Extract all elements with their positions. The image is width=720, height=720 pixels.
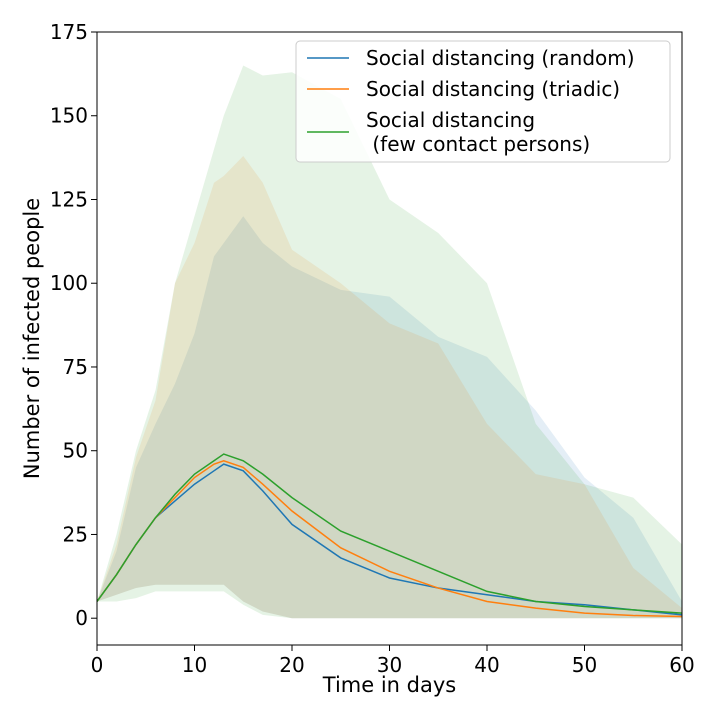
- legend-label-social-distancing-random: Social distancing (random): [366, 46, 635, 70]
- x-tick-label: 40: [474, 653, 499, 677]
- y-axis-label: Number of infected people: [20, 198, 44, 479]
- legend-box: [295, 40, 671, 163]
- x-tick-label: 50: [572, 653, 597, 677]
- x-axis: 0 10 20 30 40 50 60: [91, 645, 695, 677]
- confidence-bands: [97, 65, 682, 619]
- series-lines: [96, 453, 683, 618]
- y-tick-label: 100: [50, 271, 88, 295]
- band-social-distancing-random: [97, 216, 682, 619]
- y-tick-label: 50: [63, 439, 88, 463]
- x-axis-label: Time in days: [322, 673, 456, 697]
- band-social-distancing-triadic: [97, 155, 682, 619]
- x-tick-label: 30: [377, 653, 402, 677]
- x-tick-label: 0: [91, 653, 104, 677]
- x-tick-label: 60: [669, 653, 694, 677]
- y-tick-label: 125: [50, 187, 88, 211]
- y-tick-label: 25: [63, 522, 88, 546]
- x-tick-label: 10: [182, 653, 207, 677]
- band-social-distancing-few-contact-persons: [97, 65, 682, 619]
- y-tick-label: 75: [63, 355, 88, 379]
- y-tick-label: 175: [50, 20, 88, 44]
- line-social-distancing-few-contact-persons: [96, 453, 683, 614]
- x-tick-label: 20: [279, 653, 304, 677]
- legend-label-social-distancing-triadic: Social distancing (triadic): [366, 77, 620, 101]
- legend-label-social-distancing-few-contact-persons: Social distancing (few contact persons): [366, 108, 590, 156]
- y-axis: 0 25 50 75 100 125 150 175: [50, 20, 97, 630]
- y-tick-label: 0: [75, 606, 88, 630]
- legend: Social distancing (random) Social distanc…: [295, 40, 671, 163]
- y-tick-label: 150: [50, 104, 88, 128]
